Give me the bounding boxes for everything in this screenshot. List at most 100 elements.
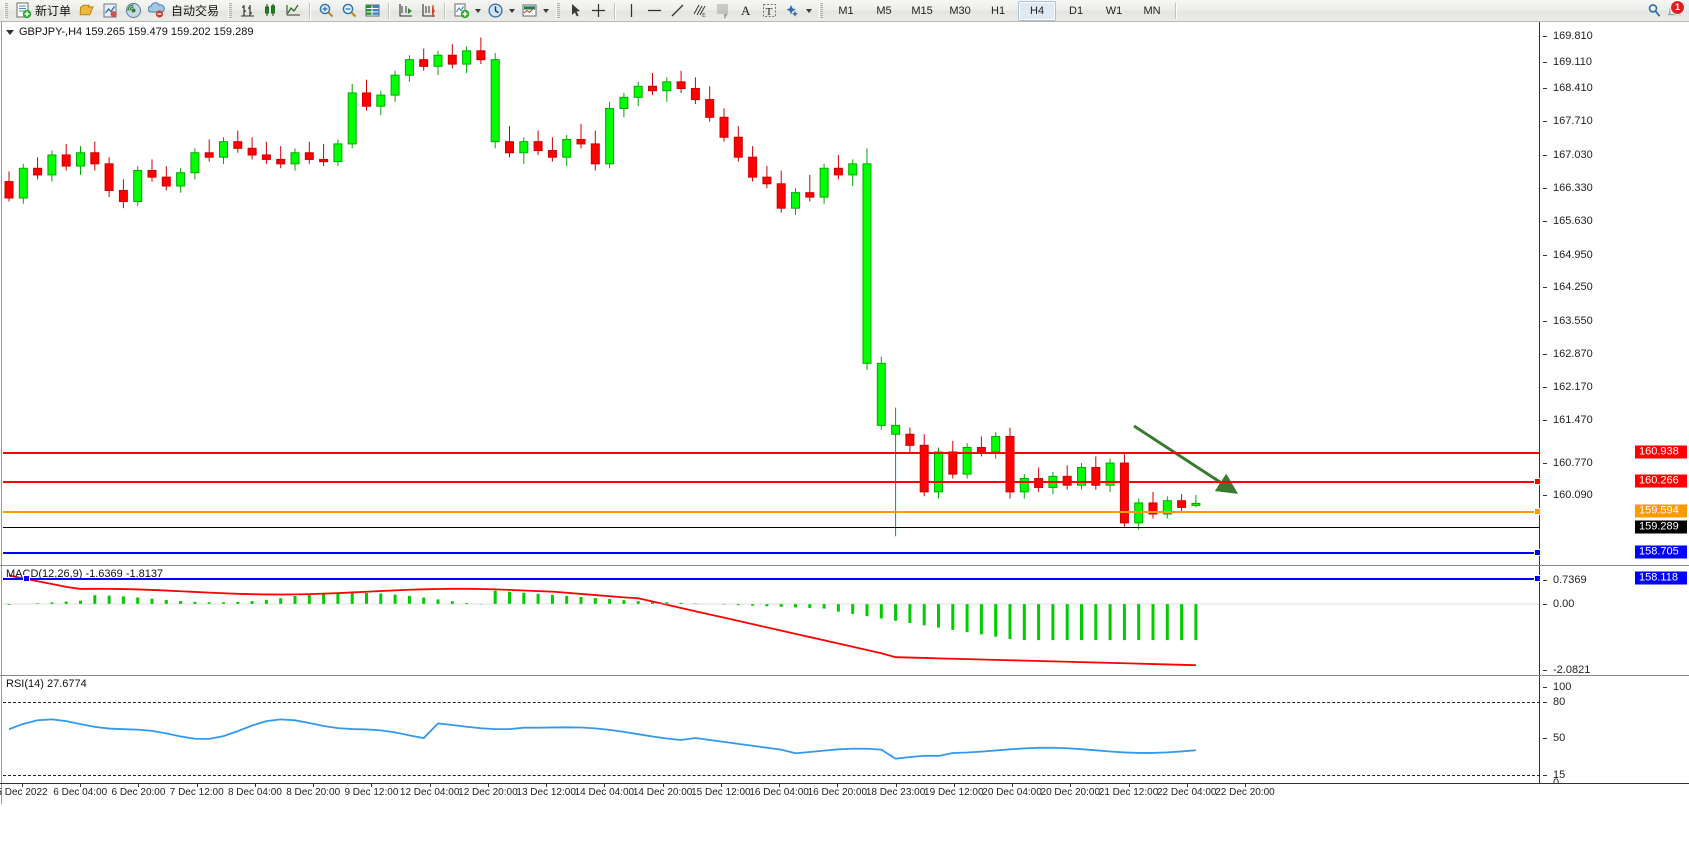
trendline-button[interactable] (666, 1, 689, 21)
time-tick-10: 14 Dec 04:00 (574, 787, 635, 798)
timeframe-m5[interactable]: M5 (876, 4, 892, 17)
new-order-button[interactable]: 新订单 (12, 1, 76, 21)
line-chart-button[interactable] (282, 1, 305, 21)
timeframe-mn[interactable]: MN (1143, 4, 1161, 17)
time-tick-20: 22 Dec 04:00 (1157, 787, 1217, 798)
indicators-icon (454, 3, 470, 19)
shapes-dropdown-caret[interactable] (806, 8, 813, 13)
templates-icon (522, 4, 537, 17)
toolbar-grip-4[interactable] (819, 2, 824, 19)
auto-scroll-button[interactable] (394, 1, 417, 21)
time-tick-4: 8 Dec 04:00 (227, 787, 282, 798)
rsi-series (8, 718, 1196, 760)
crosshair-icon (592, 4, 606, 17)
down-arrow-annotation[interactable] (1130, 422, 1240, 497)
price-chip-support-2[interactable]: 158.118 (1635, 571, 1687, 585)
horizontal-line-button[interactable] (643, 1, 666, 21)
templates-dropdown-caret[interactable] (543, 8, 550, 13)
price-tick-14: 160.090 (1553, 489, 1593, 501)
trendline-icon (671, 4, 684, 17)
svg-text:A: A (741, 3, 751, 18)
price-tick-12: 161.470 (1553, 414, 1593, 426)
price-tick-1: 169.110 (1553, 56, 1592, 68)
time-tick-2: 6 Dec 20:00 (111, 787, 166, 798)
fibonacci-button[interactable]: F (712, 1, 735, 21)
price-pane[interactable]: GBPJPY-,H4 159.265 159.479 159.202 159.2… (0, 22, 1689, 565)
terminal-button[interactable] (99, 1, 122, 21)
notification-count-badge: 1 (1670, 0, 1685, 15)
indicators-button[interactable] (450, 1, 484, 21)
vertical-line-button[interactable] (620, 1, 643, 21)
notifications-button[interactable]: 1 (1666, 0, 1685, 19)
level-handle-pivot[interactable] (1534, 508, 1541, 515)
time-tick-7: 12 Dec 04:00 (399, 787, 460, 798)
cursor-button[interactable] (564, 1, 587, 21)
zoom-in-button[interactable] (315, 1, 338, 21)
terminal-icon (103, 3, 117, 18)
rsi-tick-0: 100 (1553, 681, 1572, 693)
timeframe-h4[interactable]: H4 (1018, 0, 1057, 21)
timeframe-d1[interactable]: D1 (1069, 4, 1084, 17)
data-window-button[interactable] (361, 1, 384, 21)
bar-chart-button[interactable] (236, 1, 259, 21)
signals-button[interactable] (122, 1, 145, 21)
chart-collapse-icon[interactable] (6, 29, 14, 35)
price-tick-13: 160.770 (1553, 457, 1593, 469)
candlestick-chart-button[interactable] (259, 1, 282, 21)
timeframe-m30[interactable]: M30 (949, 4, 971, 17)
time-axis-left-rail (0, 784, 3, 804)
period-button[interactable] (484, 1, 518, 21)
autotrading-label: 自动交易 (171, 4, 220, 18)
rsi-plot[interactable] (3, 676, 1540, 783)
toolbar-grip[interactable] (4, 2, 8, 19)
time-axis: 5 Dec 2022 6 Dec 04:00 6 Dec 20:00 7 Dec 12… (0, 783, 1689, 804)
level-handle-support-2[interactable] (1534, 575, 1541, 582)
market-icon (148, 2, 165, 18)
price-chip-resistance-1[interactable]: 160.938 (1635, 445, 1687, 459)
rsi-oversold-line (3, 775, 1540, 776)
templates-button[interactable] (518, 1, 552, 21)
zoom-out-button[interactable] (338, 1, 361, 21)
toolbar-grip-2[interactable] (228, 2, 233, 19)
candlestick-plot[interactable] (3, 22, 1540, 565)
market-button[interactable] (145, 1, 168, 21)
macd-plot[interactable] (3, 566, 1540, 675)
chart-area[interactable]: GBPJPY-,H4 159.265 159.479 159.202 159.2… (0, 22, 1689, 859)
shapes-button[interactable] (781, 1, 815, 21)
price-chip-support-1[interactable]: 158.705 (1635, 545, 1687, 559)
toolbar-grip-3[interactable] (556, 2, 561, 19)
price-tick-5: 166.330 (1553, 182, 1593, 194)
text-label-button[interactable]: T (758, 1, 781, 21)
price-chip-resistance-2[interactable]: 160.266 (1635, 474, 1687, 488)
chart-shift-button[interactable] (417, 1, 440, 21)
data-window-icon (365, 4, 380, 17)
bar-chart-icon (241, 5, 255, 17)
macd-pane[interactable]: MACD(12,26,9) -1.6369 -1.8137 0.7369 0.0… (0, 565, 1689, 676)
time-tick-3: 7 Dec 12:00 (169, 787, 224, 798)
timeframe-m15[interactable]: M15 (911, 4, 933, 17)
macd-axis-line (1539, 566, 1540, 675)
level-handle-support-2-left[interactable] (23, 575, 30, 582)
level-handle-support-1[interactable] (1534, 549, 1541, 556)
price-chip-pivot[interactable]: 159.594 (1635, 504, 1687, 518)
price-tick-11: 162.170 (1553, 381, 1593, 393)
equidistant-channel-button[interactable]: E (689, 1, 712, 21)
text-button[interactable]: A (735, 1, 758, 21)
svg-text:F: F (724, 14, 728, 19)
timeframe-w1[interactable]: W1 (1105, 4, 1123, 17)
period-dropdown-caret[interactable] (509, 8, 516, 13)
level-handle-resistance-2[interactable] (1534, 478, 1541, 485)
indicators-dropdown-caret[interactable] (475, 8, 482, 13)
search-icon (1648, 4, 1661, 17)
timeframe-m1[interactable]: M1 (838, 4, 854, 17)
folder-button[interactable] (76, 1, 99, 21)
time-tick-9: 13 Dec 12:00 (516, 787, 576, 798)
rsi-pane[interactable]: RSI(14) 27.6774 100 80 50 15 0 (0, 675, 1689, 789)
time-tick-18: 20 Dec 20:00 (1040, 787, 1101, 798)
toolbar-separator-5 (1175, 2, 1178, 19)
crosshair-button[interactable] (587, 1, 610, 21)
autotrading-button[interactable]: 自动交易 (168, 1, 224, 21)
toolbar-separator-4 (614, 2, 617, 19)
timeframe-h1[interactable]: H1 (991, 4, 1006, 17)
search-button[interactable] (1643, 1, 1666, 21)
